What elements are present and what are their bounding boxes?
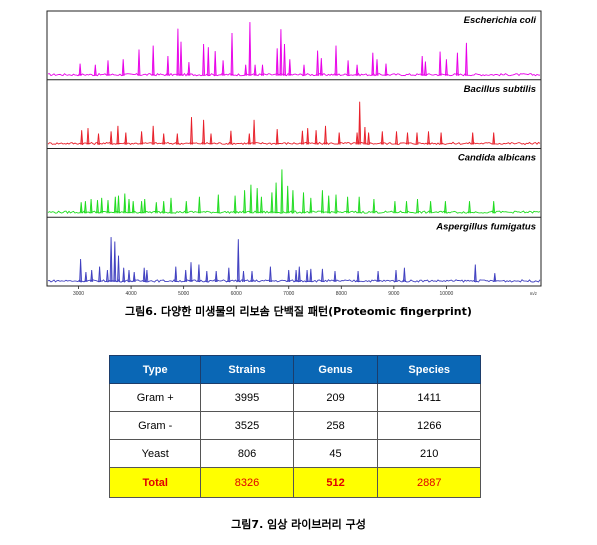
spectrum-series-2 — [47, 101, 541, 146]
x-tick-label: 4000 — [126, 291, 137, 297]
header-type: Type — [108, 355, 202, 384]
x-tick-label: 10000 — [439, 291, 453, 297]
cell-genus: 45 — [292, 439, 379, 468]
series-label: Aspergillus fumigatus — [435, 221, 536, 232]
x-tick-label: 9000 — [388, 291, 399, 297]
series-label: Bacillus subtilis — [464, 84, 536, 95]
total-species: 2887 — [377, 467, 481, 498]
ribosomal-protein-spectra-chart: Escherichia coli Bacillus subtilis Candida… — [46, 10, 542, 297]
x-tick-label: 7000 — [283, 291, 294, 297]
x-tick-label: 3000 — [73, 291, 84, 297]
total-genus: 512 — [292, 467, 379, 498]
clinical-library-table: Type Strains Genus Species Gram + 3995 2… — [108, 355, 481, 498]
cell-species: 1411 — [377, 383, 481, 412]
spectrum-series-4 — [47, 237, 541, 283]
total-label: Total — [108, 467, 202, 498]
x-tick-label: 5000 — [178, 291, 189, 297]
header-strains: Strains — [200, 355, 294, 384]
cell-genus: 209 — [292, 383, 379, 412]
cell-strains: 806 — [200, 439, 294, 468]
series-label: Escherichia coli — [464, 15, 537, 26]
x-unit-label: m/z — [530, 291, 538, 296]
total-strains: 8326 — [200, 467, 294, 498]
series-label: Candida albicans — [458, 153, 536, 164]
table-header-row: Type Strains Genus Species — [108, 355, 481, 384]
table-row: Gram - 3525 258 1266 — [108, 411, 481, 440]
figure6-caption: 그림6. 다양한 미생물의 리보솜 단백질 패턴(Proteomic finge… — [125, 305, 472, 318]
table-row: Yeast 806 45 210 — [108, 439, 481, 468]
cell-species: 1266 — [377, 411, 481, 440]
cell-strains: 3525 — [200, 411, 294, 440]
table-row: Gram + 3995 209 1411 — [108, 383, 481, 412]
x-tick-label: 8000 — [336, 291, 347, 297]
x-tick-label: 6000 — [231, 291, 242, 297]
spectrum-series-3 — [47, 169, 541, 214]
cell-type: Gram + — [108, 383, 202, 412]
cell-type: Yeast — [108, 439, 202, 468]
header-species: Species — [377, 355, 481, 384]
cell-type: Gram - — [108, 411, 202, 440]
table-total-row: Total 8326 512 2887 — [108, 467, 481, 498]
cell-genus: 258 — [292, 411, 379, 440]
header-genus: Genus — [292, 355, 379, 384]
figure7-caption: 그림7. 임상 라이브러리 구성 — [231, 518, 366, 531]
cell-strains: 3995 — [200, 383, 294, 412]
cell-species: 210 — [377, 439, 481, 468]
